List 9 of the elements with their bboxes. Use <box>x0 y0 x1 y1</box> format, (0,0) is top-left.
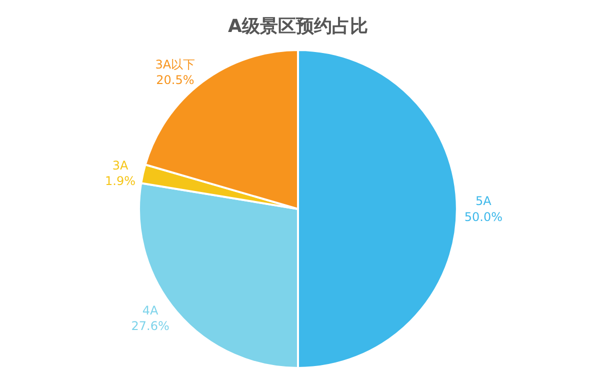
data-label: 20.5% <box>156 73 194 88</box>
data-label: 50.0% <box>464 210 503 224</box>
data-label: 27.6% <box>131 318 170 333</box>
slice-label: 5A <box>476 194 492 208</box>
data-label: 1.9% <box>105 174 136 188</box>
slice-label: 4A <box>142 303 160 318</box>
chart-title: A级景区预约占比 <box>228 16 368 37</box>
slice-label: 3A <box>112 158 129 172</box>
slice-label: 3A以下 <box>155 58 196 72</box>
